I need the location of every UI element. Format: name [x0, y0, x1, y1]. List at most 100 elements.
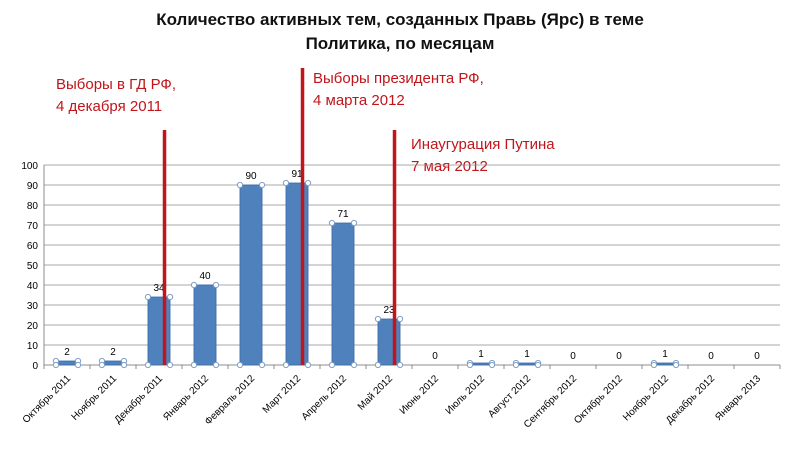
x-tick-label: Октябрь 2011	[20, 372, 73, 425]
bar-handle	[166, 293, 174, 301]
y-tick-label: 60	[27, 241, 39, 252]
y-tick-label: 40	[27, 281, 39, 292]
x-tick-label: Январь 2013	[713, 373, 763, 423]
event-annotation-inauguration: Инаугурация Путина 7 мая 2012	[411, 134, 555, 178]
bar	[285, 182, 309, 366]
data-label: 0	[616, 351, 622, 362]
bar-handle	[304, 179, 312, 187]
x-tick-label: Ноябрь 2012	[620, 372, 671, 423]
bar-handle	[74, 361, 82, 369]
x-tick-label: Октябрь 2012	[572, 372, 626, 426]
x-tick-label: Январь 2012	[161, 373, 211, 423]
y-tick-label: 90	[27, 181, 39, 192]
bar	[331, 222, 355, 366]
bar	[147, 296, 171, 366]
data-label: 2	[64, 347, 70, 358]
event-annotation-line: Выборы в ГД РФ,	[56, 76, 176, 93]
event-annotation-line: 4 марта 2012	[313, 92, 405, 109]
bar-handle	[282, 361, 290, 369]
event-annotation-line: Выборы президента РФ,	[313, 70, 484, 87]
data-label: 2	[110, 347, 116, 358]
bar-handle	[144, 293, 152, 301]
x-tick-label: Декабрь 2012	[663, 372, 717, 426]
bar-handle	[672, 361, 680, 369]
bar-handle	[258, 361, 266, 369]
bar-handle	[236, 181, 244, 189]
bar-handle	[236, 361, 244, 369]
data-label: 0	[754, 351, 760, 362]
x-tick-label: Ноябрь 2011	[69, 372, 120, 423]
data-label: 1	[524, 349, 530, 360]
y-tick-label: 30	[27, 301, 39, 312]
data-label: 90	[245, 171, 257, 182]
event-annotation-line: Инаугурация Путина	[411, 136, 555, 153]
bar-handle	[396, 361, 404, 369]
bar-handle	[212, 281, 220, 289]
data-label: 40	[199, 271, 211, 282]
bar	[101, 360, 125, 366]
bar-handle	[350, 219, 358, 227]
data-label: 34	[153, 283, 165, 294]
bar-handle	[466, 361, 474, 369]
x-tick-label: Декабрь 2011	[112, 372, 166, 426]
bar-handle	[98, 361, 106, 369]
x-tick-label: Июнь 2012	[398, 373, 442, 417]
y-tick-label: 80	[27, 201, 39, 212]
y-tick-label: 100	[21, 161, 38, 172]
data-label: 23	[383, 305, 395, 316]
bar-handle	[488, 361, 496, 369]
x-tick-label: Июль 2012	[444, 373, 488, 417]
chart-title-line-2: Политика, по месяцам	[305, 34, 495, 53]
bar-handle	[328, 219, 336, 227]
x-tick-label: Май 2012	[356, 373, 396, 413]
x-tick-label: Март 2012	[261, 373, 304, 416]
event-annotation-line: 4 декабря 2011	[56, 98, 163, 115]
bar-handle	[374, 361, 382, 369]
bar-handle	[350, 361, 358, 369]
bar-handle	[190, 281, 198, 289]
bar-handle	[258, 181, 266, 189]
bar-handle	[534, 361, 542, 369]
y-tick-label: 20	[27, 321, 39, 332]
bar-handle	[650, 361, 658, 369]
bar-handle	[166, 361, 174, 369]
data-label: 71	[337, 209, 349, 220]
y-tick-label: 10	[27, 341, 39, 352]
data-label: 0	[570, 351, 576, 362]
bar-handle	[304, 361, 312, 369]
bar-handle	[120, 361, 128, 369]
event-annotation-line: 7 мая 2012	[411, 158, 488, 175]
event-annotation-presidential-election: Выборы президента РФ, 4 марта 2012	[313, 68, 484, 112]
y-tick-label: 50	[27, 261, 39, 272]
bar	[193, 284, 217, 366]
bar-handle	[144, 361, 152, 369]
data-label: 1	[662, 349, 668, 360]
bar-handle	[374, 315, 382, 323]
data-label: 0	[432, 351, 438, 362]
bar-handle	[190, 361, 198, 369]
bar	[377, 318, 401, 366]
bar	[653, 362, 677, 366]
bar-handle	[282, 179, 290, 187]
bar	[55, 360, 79, 366]
chart-title-line-1: Количество активных тем, созданных Правь…	[156, 10, 644, 29]
y-tick-label: 70	[27, 221, 39, 232]
bar-handle	[52, 361, 60, 369]
data-label: 0	[708, 351, 714, 362]
bar	[515, 362, 539, 366]
data-label: 91	[291, 169, 303, 180]
chart-title: Количество активных тем, созданных Правь…	[0, 8, 800, 56]
bar-handle	[512, 361, 520, 369]
x-tick-label: Апрель 2012	[300, 373, 350, 423]
bar	[469, 362, 493, 366]
x-tick-label: Август 2012	[486, 373, 533, 420]
data-label: 1	[478, 349, 484, 360]
y-tick-label: 0	[32, 361, 38, 372]
x-tick-label: Февраль 2012	[203, 373, 258, 428]
event-annotation-duma-elections: Выборы в ГД РФ, 4 декабря 2011	[56, 74, 176, 118]
bar-handle	[328, 361, 336, 369]
bar	[239, 184, 263, 366]
bar-handle	[396, 315, 404, 323]
bar-handle	[212, 361, 220, 369]
